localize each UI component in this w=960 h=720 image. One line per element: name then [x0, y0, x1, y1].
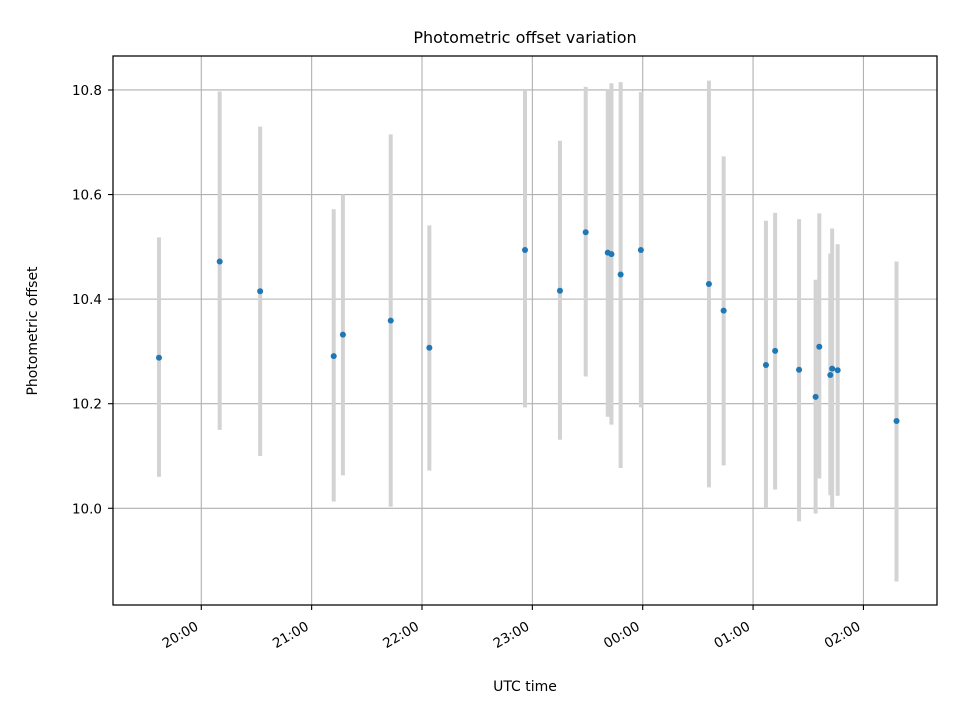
data-points	[155, 229, 900, 424]
data-point	[426, 344, 433, 351]
data-point	[582, 229, 589, 236]
data-point	[330, 353, 337, 360]
data-point	[827, 371, 834, 378]
data-point	[522, 246, 528, 253]
data-point	[257, 288, 264, 295]
y-tick-label: 10.0	[72, 501, 102, 517]
data-point	[216, 258, 223, 265]
data-point	[816, 343, 823, 350]
y-tick-label: 10.2	[72, 397, 102, 413]
data-point	[834, 367, 841, 374]
data-point	[829, 365, 836, 372]
plot-frame	[112, 55, 938, 606]
data-point	[608, 251, 615, 258]
data-point	[893, 417, 900, 424]
data-point	[556, 287, 563, 294]
data-point	[772, 347, 779, 354]
data-point	[720, 307, 727, 314]
y-tick-label: 10.6	[72, 188, 102, 204]
data-point	[637, 246, 644, 253]
data-point	[705, 280, 712, 287]
x-axis-label: UTC time	[493, 679, 557, 695]
data-point	[617, 271, 624, 278]
chart-title: Photometric offset variation	[413, 28, 636, 47]
data-point	[387, 317, 394, 324]
y-axis-label: Photometric offset	[25, 266, 41, 396]
data-point	[762, 362, 769, 369]
data-point	[155, 354, 162, 361]
y-tick-label: 10.8	[72, 83, 102, 99]
data-point	[796, 366, 803, 373]
data-point	[812, 393, 819, 400]
y-tick-label: 10.4	[72, 292, 102, 308]
data-point	[339, 331, 346, 338]
